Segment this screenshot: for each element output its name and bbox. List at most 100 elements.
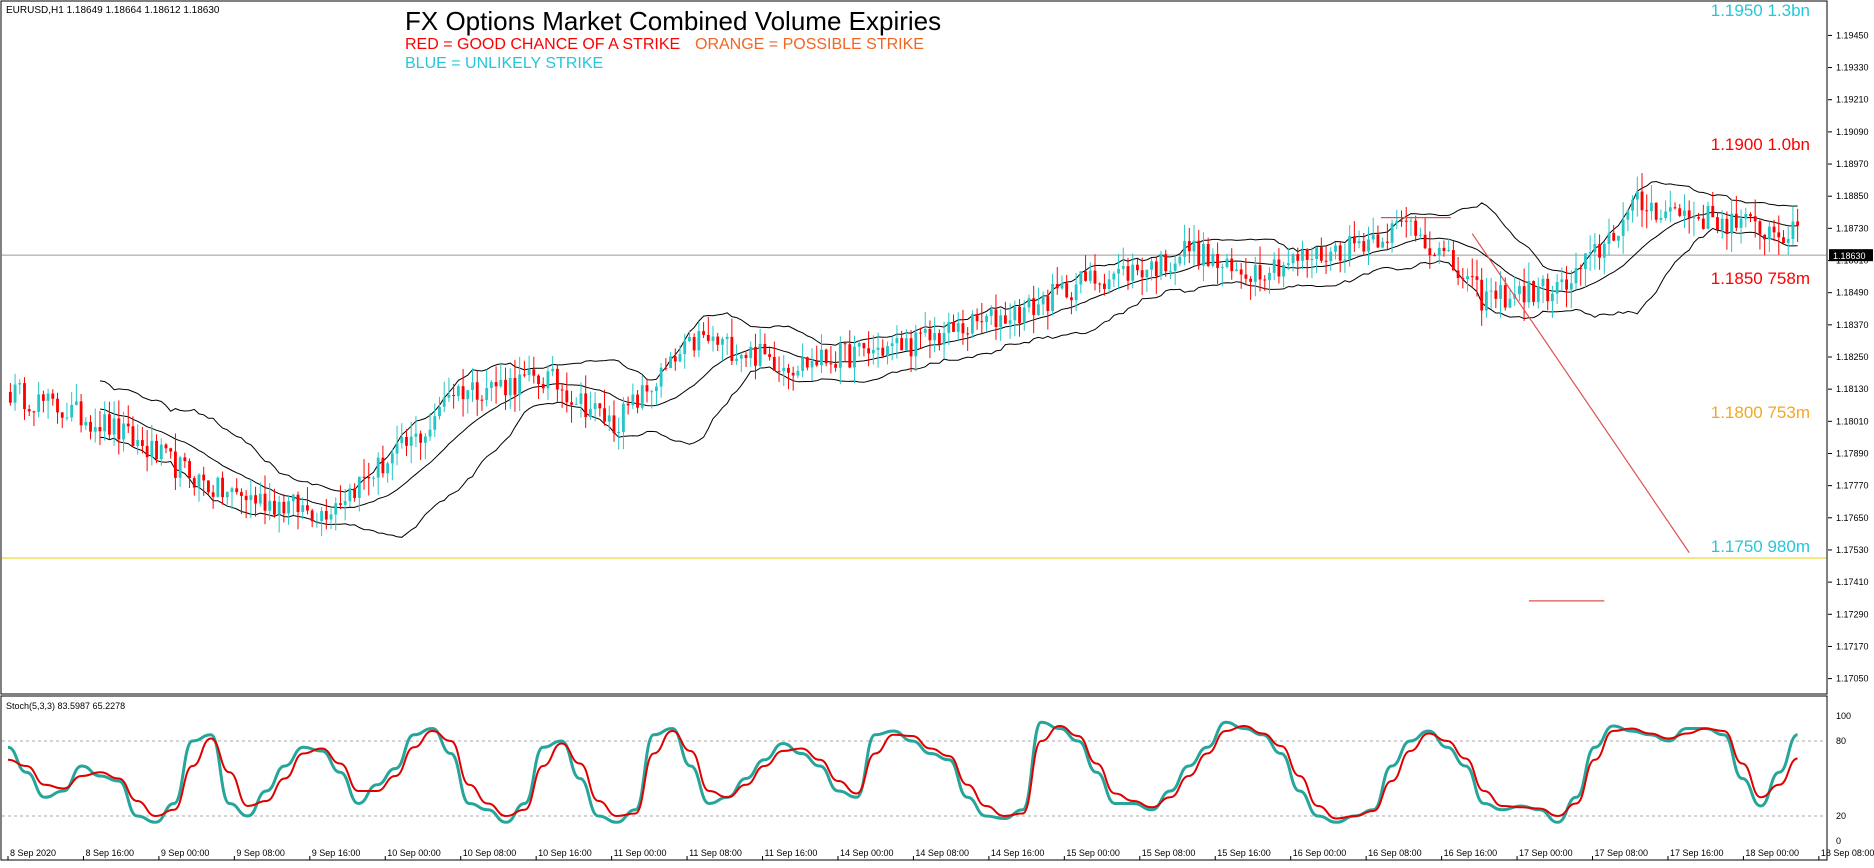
candle-body [1357, 241, 1361, 244]
candle [909, 330, 913, 373]
candle-body [136, 440, 140, 446]
candle-body [928, 329, 932, 341]
candle-body [546, 371, 550, 389]
candle-body [390, 453, 394, 464]
candle-body [1324, 260, 1328, 262]
candle-body [65, 417, 69, 419]
candle-body [1220, 266, 1224, 268]
candle [923, 312, 927, 337]
candle [1640, 173, 1644, 227]
candle-body [1131, 264, 1135, 281]
candle [51, 389, 55, 406]
candle-body [1659, 217, 1663, 220]
candle [985, 313, 988, 333]
candle-body [593, 403, 597, 410]
candle [282, 494, 286, 523]
candle-body [1612, 232, 1616, 241]
candle [244, 490, 248, 519]
candle-body [23, 383, 26, 410]
candle [258, 482, 262, 507]
candle-body [1395, 220, 1399, 224]
candle-body [772, 356, 776, 371]
candle [400, 423, 404, 449]
candle [650, 389, 654, 409]
candle-body [1602, 243, 1606, 258]
candle [867, 331, 871, 367]
time-tick-label: 11 Sep 16:00 [765, 848, 818, 858]
candle [1150, 258, 1153, 281]
candle [980, 302, 984, 333]
price-tick-label: 1.18370 [1836, 320, 1869, 330]
candle-body [1268, 272, 1271, 281]
candle-body [975, 314, 979, 322]
price-tick-label: 1.17770 [1836, 481, 1869, 491]
candle [688, 330, 691, 343]
candle-body [188, 461, 191, 479]
candle [937, 329, 941, 351]
candle-body [805, 357, 809, 368]
candle [871, 335, 875, 365]
candle-body [1673, 207, 1677, 209]
candle-body [961, 323, 965, 334]
candle-body [735, 358, 739, 361]
candle [1414, 215, 1418, 242]
price-tick-label: 1.18730 [1836, 223, 1869, 233]
candle-body [254, 495, 257, 504]
candle-body [763, 343, 767, 355]
candle-body [1272, 259, 1276, 273]
candle-body [1772, 226, 1776, 233]
price-tick-label: 1.19210 [1836, 95, 1869, 105]
candle [447, 377, 451, 403]
stoch-main-line [7, 720, 1799, 824]
candle [329, 508, 333, 530]
candle-body [409, 436, 413, 446]
candle-body [725, 336, 729, 340]
candle [60, 412, 64, 429]
candle-body [216, 477, 220, 497]
candle [475, 370, 479, 416]
candle [758, 328, 762, 369]
candle-body [1631, 199, 1635, 211]
candle [1711, 191, 1715, 218]
candle-body [433, 416, 437, 430]
candle [1022, 300, 1026, 331]
candle-body [1706, 205, 1710, 229]
candle-body [890, 343, 894, 347]
candle-body [1074, 284, 1078, 301]
candle-body [1598, 244, 1601, 258]
candle-body [1522, 286, 1526, 303]
candle [1343, 243, 1347, 273]
candle-body [1607, 232, 1611, 244]
candle-body [1173, 263, 1177, 271]
candle [626, 396, 630, 415]
candle-body [1494, 290, 1498, 299]
candle-body [1551, 293, 1554, 302]
candle [636, 389, 639, 414]
main-pane[interactable] [0, 0, 1828, 695]
candle-body [1018, 306, 1021, 324]
candle [1065, 274, 1069, 299]
candle-body [810, 361, 814, 368]
candle [1607, 218, 1611, 256]
time-tick-label: 10 Sep 08:00 [463, 848, 517, 858]
candle-body [1084, 271, 1087, 281]
candle-body [895, 338, 899, 344]
candle-body [339, 503, 342, 505]
candle-body [1211, 253, 1215, 266]
candle [183, 452, 187, 468]
time-tick-label: 17 Sep 00:00 [1519, 848, 1573, 858]
candle [438, 396, 441, 420]
candle [1352, 221, 1356, 252]
stoch-pane[interactable] [0, 695, 1828, 861]
strike-label: 1.1950 1.3bn [1711, 1, 1810, 20]
candle-body [1484, 291, 1488, 311]
candle [216, 476, 220, 498]
candle-body [438, 406, 441, 417]
candle-body [1055, 283, 1059, 289]
candle [895, 325, 899, 359]
candle-body [560, 389, 564, 391]
candle [1036, 287, 1040, 317]
candle [1796, 208, 1800, 243]
